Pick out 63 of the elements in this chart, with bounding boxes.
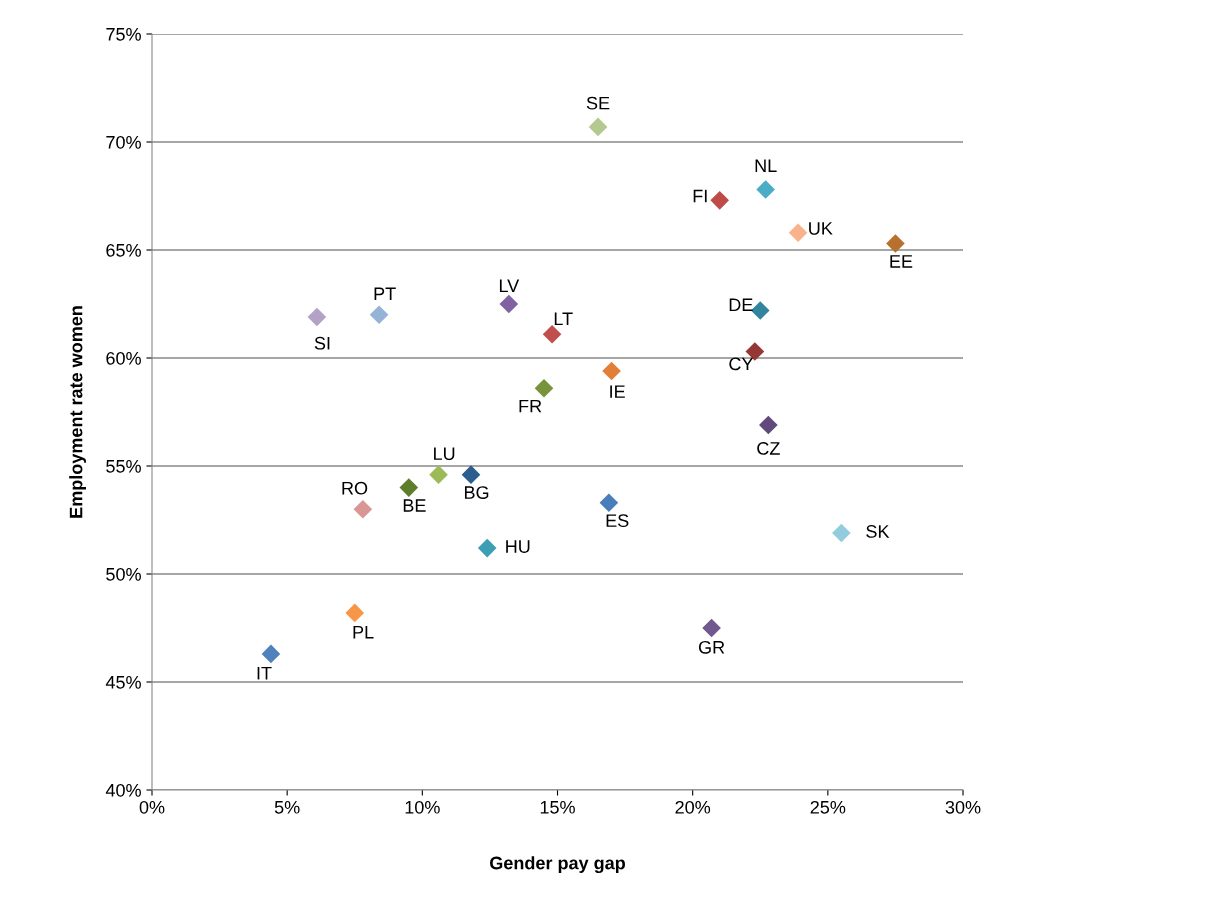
annotation: LV [499,279,520,292]
annotation: CY [729,357,754,371]
annotation: EE [890,255,913,268]
x-tick-label: 15% [540,800,575,814]
y-tick-label: 65% [106,243,141,257]
annotation: LT [554,312,573,326]
annotation: GR [698,640,725,654]
annotation: RO [342,481,368,495]
annotation: IT [257,667,272,680]
annotation: SK [866,525,890,538]
y-tick-label: 60% [106,351,141,365]
point [759,415,778,435]
point [588,117,608,137]
annotation: ES [606,514,629,528]
point [542,324,562,344]
y-tick-label: 40% [105,783,141,797]
x-tick-label: 20% [675,800,711,814]
point [369,305,389,325]
y-tick-label: 55% [106,460,141,473]
annotation: HU [506,540,530,553]
point [702,618,721,638]
annotation: CZ [757,442,780,455]
y-axis-title: Employment rate women [69,306,86,518]
point [534,378,554,398]
point [461,465,481,484]
point [399,478,419,497]
x-tick-label: 25% [810,800,846,814]
x-tick-label: 0% [139,800,165,814]
point [710,191,730,210]
y-tick-label: 45% [105,676,141,689]
annotation: SI [314,336,330,350]
y-tick-label: 70% [106,135,141,149]
point [602,361,621,381]
annotation: BE [403,499,426,512]
point [429,465,448,484]
annotation: NL [755,159,777,172]
point [499,294,519,314]
point [886,234,905,253]
point [832,523,851,543]
point [353,499,373,519]
x-tick-label: 30% [945,800,981,814]
annotation: LU [434,447,455,461]
annotation: FI [693,189,707,203]
point [756,180,775,199]
annotation: BG [464,486,489,499]
annotation: DE [729,298,753,311]
y-tick-label: 75% [106,28,141,41]
annotation: SE [586,96,610,110]
point [345,603,365,623]
point [477,538,497,558]
annotation: IE [610,385,625,398]
x-axis-title: Gender pay gap [490,856,625,874]
annotation: FR [519,399,542,413]
point [788,223,808,243]
x-tick-label: 10% [405,800,440,814]
annotation: PL [353,625,374,639]
point [599,493,619,513]
annotation: UK [809,222,833,235]
annotation: PT [374,287,396,301]
point [261,644,281,664]
point [307,307,327,327]
x-tick-label: 5% [274,800,300,814]
y-tick-label: 50% [106,567,141,581]
